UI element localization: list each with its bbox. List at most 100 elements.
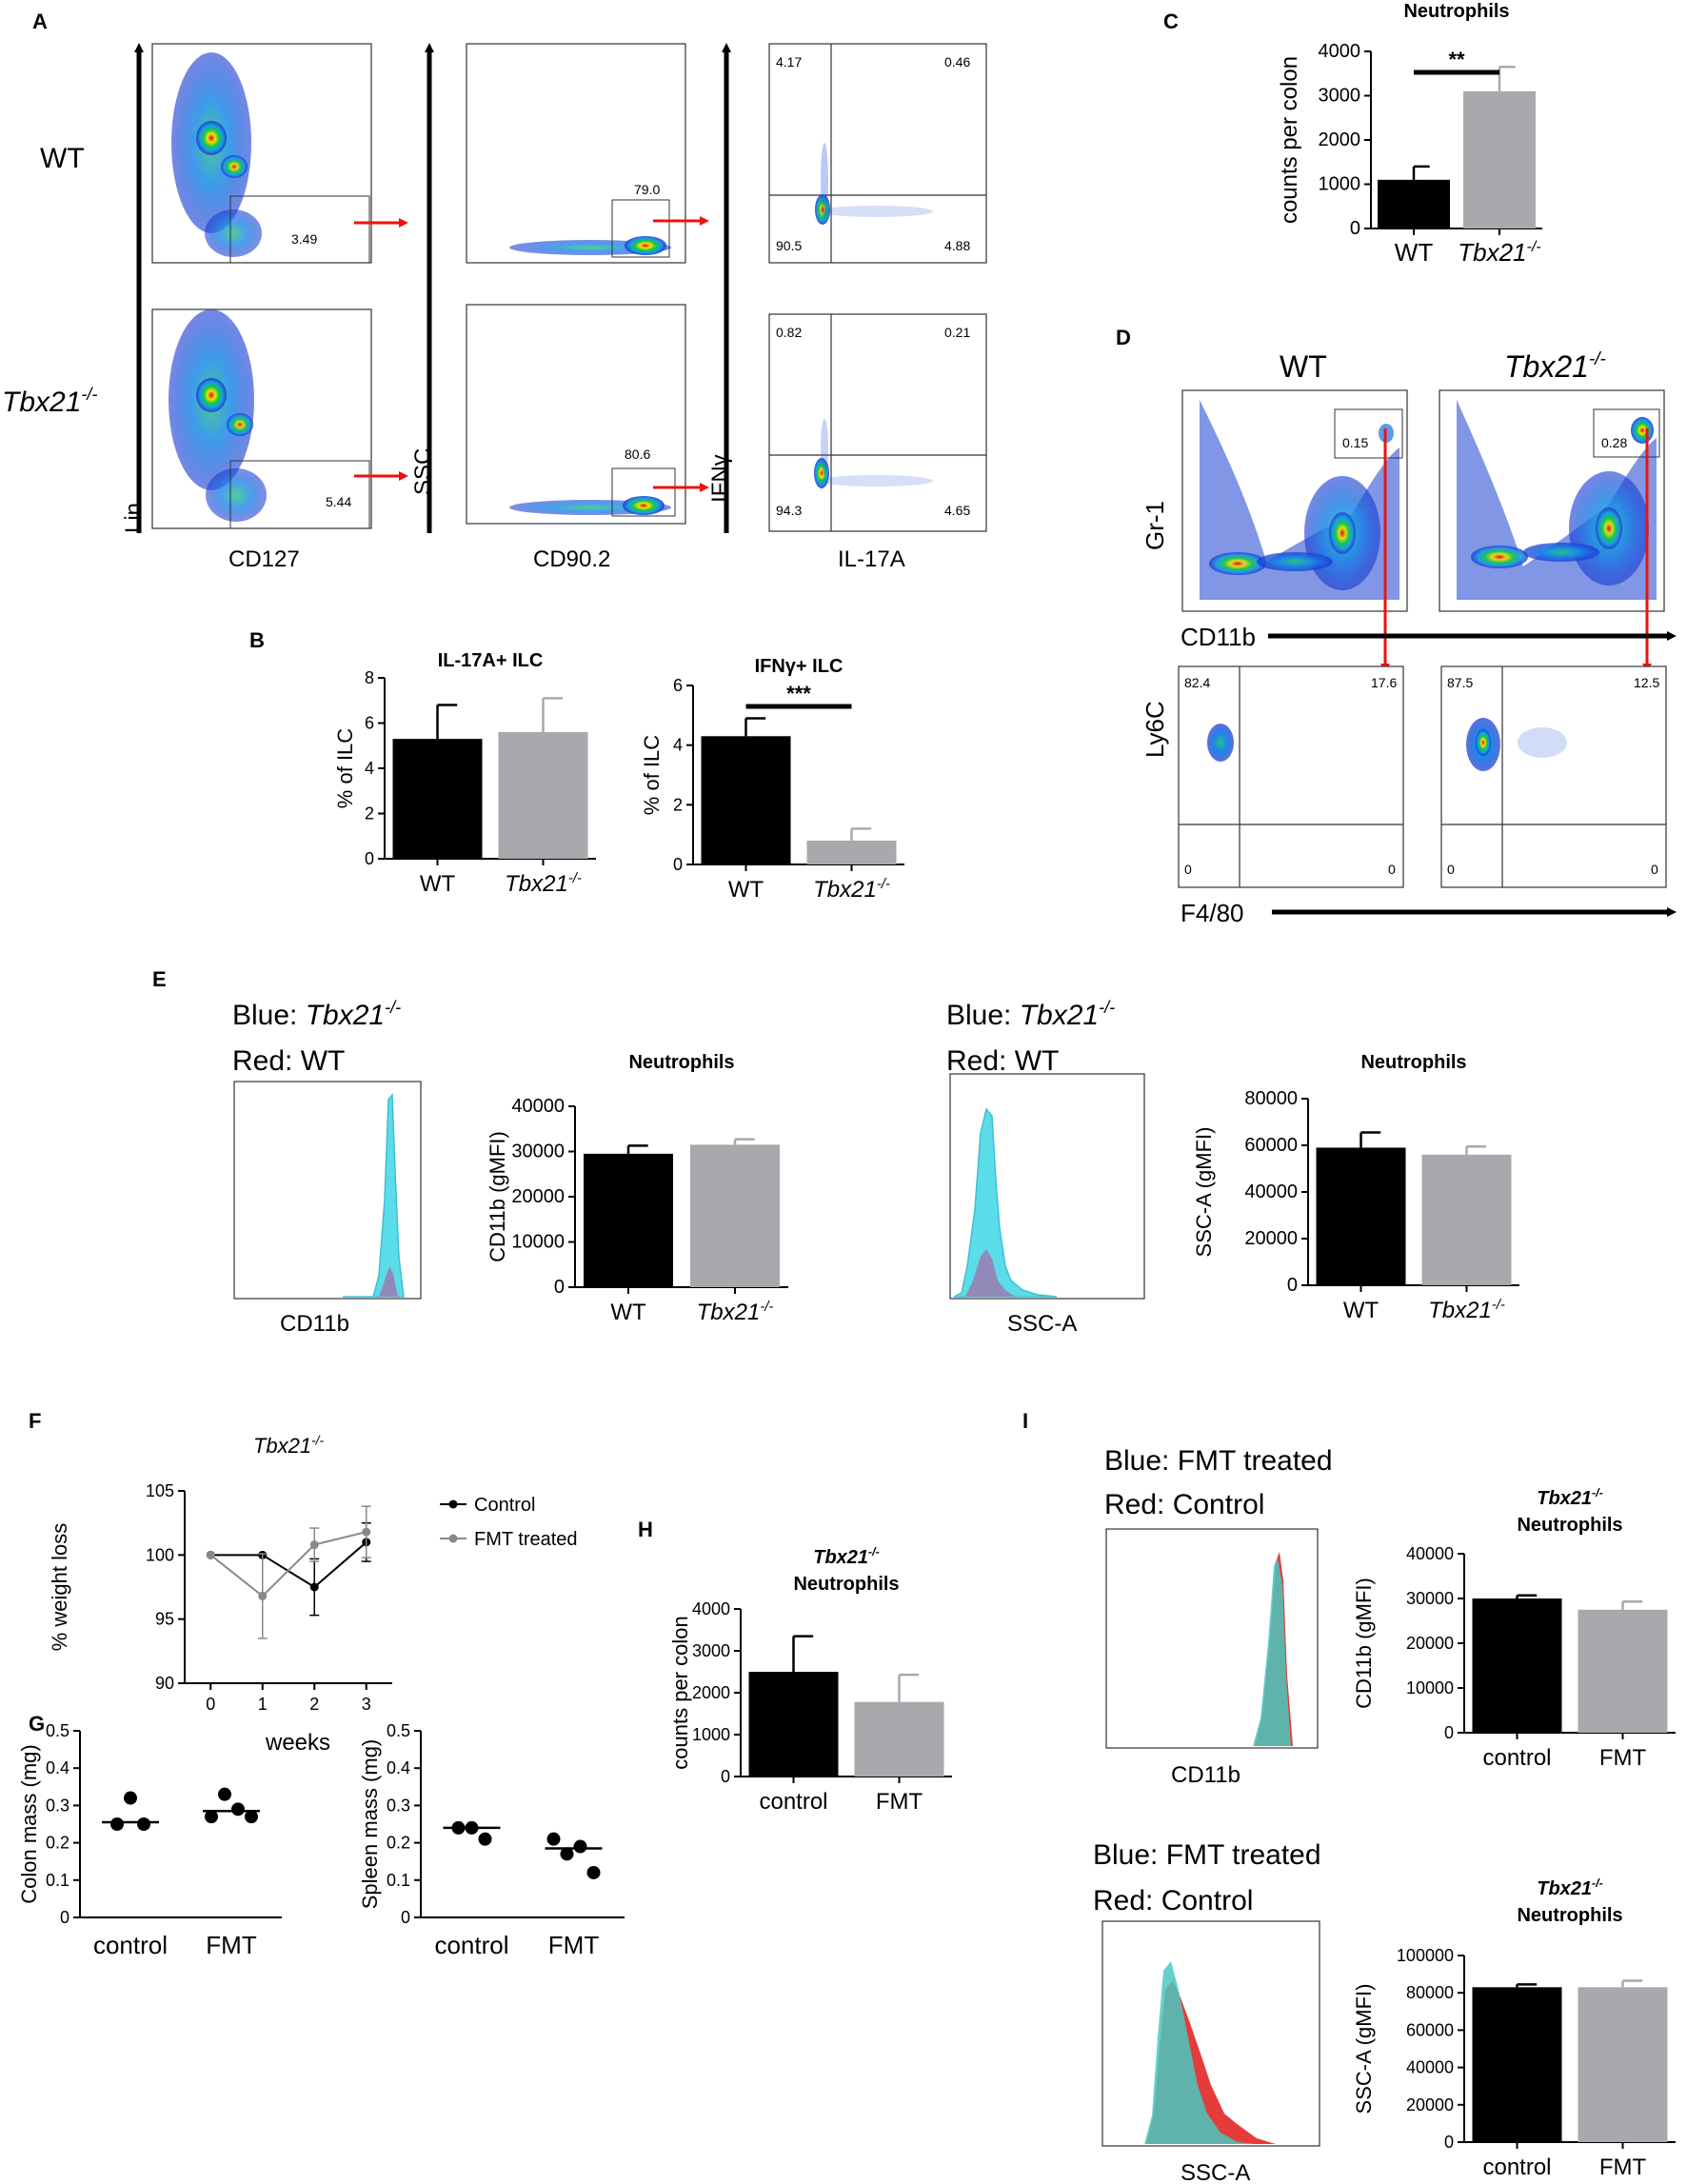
plot-wt-cd90: 79.0 <box>466 43 686 264</box>
data-point <box>124 1791 137 1805</box>
chart-f: Tbx21-/- 90 95 100 105 % weight loss 0 1 2 3 weeks… <box>48 1434 578 1756</box>
y-tick-label: 3000 <box>692 1641 730 1660</box>
y-tick-label: 40000 <box>511 1096 565 1117</box>
cd11b-axis-label-d: CD11b <box>1181 623 1256 651</box>
x-axis-label: weeks <box>265 1730 330 1756</box>
panel-i-histograms: Blue: FMT treated Red: Control CD11b Blu… <box>1093 1445 1333 2184</box>
gate-wt-cd127: 3.49 <box>291 231 317 247</box>
q-ko-lr: 4.65 <box>944 503 970 518</box>
chart-title-gene: Tbx21-/- <box>1537 1486 1603 1509</box>
bar <box>690 1144 780 1287</box>
y-axis-label: Spleen mass (mg) <box>358 1739 382 1910</box>
chart-b1: IL-17A+ ILC 0 2 4 6 8 % of ILC WT Tbx21-/- <box>333 650 596 897</box>
y-axis-label: counts per colon <box>1277 56 1302 224</box>
i-legend-red-1: Red: Control <box>1104 1489 1264 1520</box>
panel-letter-a: A <box>32 10 48 33</box>
plot-wt-gr1: 0.15 <box>1181 389 1408 612</box>
q-d-wt-ul: 82.4 <box>1184 675 1210 690</box>
x-tick-label: WT <box>1395 238 1434 267</box>
il17a-axis-label: IL-17A <box>838 546 905 572</box>
i-hist-xlabel-1: CD11b <box>1171 1762 1240 1788</box>
y-tick-label: 10000 <box>1406 1678 1454 1698</box>
x-tick-label: control <box>434 1931 508 1959</box>
y-tick-label: 20000 <box>1406 1634 1454 1653</box>
y-tick-label: 0.1 <box>46 1871 69 1890</box>
panel-letter-h: H <box>638 1518 653 1541</box>
y-tick-label: 0 <box>721 1767 730 1786</box>
y-tick-label: 95 <box>155 1610 174 1629</box>
y-tick-label: 1000 <box>692 1725 730 1744</box>
q-d-wt-ur: 17.6 <box>1371 675 1397 690</box>
x-tick-label: control <box>93 1931 168 1959</box>
y-tick-label: 80000 <box>1244 1088 1298 1109</box>
chart-title: IL-17A+ ILC <box>438 650 544 671</box>
chart-b2: IFNγ+ ILC 0 2 4 6 % of ILC WT Tbx21-/- *** <box>640 656 904 903</box>
plot-wt-quadrant: 4.17 0.46 90.5 4.88 <box>768 43 987 264</box>
y-tick-label: 0 <box>1350 218 1360 239</box>
y-tick-label: 0.2 <box>387 1834 410 1853</box>
panel-letter-e: E <box>152 967 167 991</box>
plot-ko-cd127: 5.44 <box>151 308 372 529</box>
y-tick-label: 0 <box>365 849 374 868</box>
y-axis-label: counts per colon <box>668 1616 692 1769</box>
chart-title: Neutrophils <box>1403 1 1509 22</box>
x-tick-label: WT <box>728 877 764 903</box>
ssc-axis-label: SSC <box>410 448 436 495</box>
y-axis-label: CD11b (gMFI) <box>486 1131 509 1262</box>
chart-title: Neutrophils <box>628 1052 734 1073</box>
y-tick-label: 100 <box>146 1545 174 1564</box>
data-point <box>586 1865 601 1879</box>
gate-ko-cd90: 80.6 <box>625 447 650 462</box>
y-tick-label: 0 <box>554 1277 565 1298</box>
chart-i1: Tbx21-/- Neutrophils 0 10000 20000 30000 40000… <box>1352 1486 1676 1771</box>
y-tick-label: 0 <box>1444 1723 1454 1742</box>
q-ko-ur: 0.21 <box>944 325 970 340</box>
legend-marker <box>448 1534 458 1543</box>
y-tick-label: 0.4 <box>46 1758 69 1777</box>
data-point <box>206 1550 215 1559</box>
chart-title: Tbx21-/- <box>253 1434 324 1458</box>
y-tick-label: 2000 <box>692 1683 730 1702</box>
y-tick-label: 4000 <box>692 1599 730 1618</box>
y-tick-label: 30000 <box>1406 1589 1454 1608</box>
x-tick-label: Tbx21-/- <box>1428 1298 1505 1323</box>
row-label-ko: Tbx21-/- <box>2 385 97 418</box>
panel-letter-g: G <box>29 1712 45 1736</box>
y-tick-label: 2000 <box>1319 129 1361 150</box>
y-axis-label: % of ILC <box>640 735 664 815</box>
chart-g1: 0 0.1 0.2 0.3 0.4 0.5 Colon mass (mg) control FM… <box>17 1721 282 1959</box>
q-ko-ul: 0.82 <box>776 325 802 340</box>
data-point <box>546 1832 561 1846</box>
y-tick-label: 60000 <box>1244 1135 1298 1156</box>
x-tick-label: 3 <box>362 1695 371 1714</box>
y-tick-label: 20000 <box>511 1186 565 1207</box>
e-legend-blue-1: Blue: Tbx21-/- <box>232 998 401 1031</box>
q-d-ko-ur: 12.5 <box>1634 675 1659 690</box>
panel-letter-i: I <box>1022 1409 1028 1433</box>
y-tick-label: 30000 <box>511 1142 565 1162</box>
y-axis-label: CD11b (gMFI) <box>1352 1578 1376 1709</box>
gate-d-wt: 0.15 <box>1342 435 1368 450</box>
x-tick-label: Tbx21-/- <box>505 871 582 897</box>
data-point <box>573 1839 587 1854</box>
q-wt-ll: 90.5 <box>776 238 802 253</box>
bar <box>1316 1147 1406 1285</box>
q-d-wt-lr: 0 <box>1388 862 1396 877</box>
x-tick-label: FMT <box>876 1789 923 1815</box>
e-legend-red-2: Red: WT <box>946 1045 1059 1077</box>
chart-title: Neutrophils <box>1517 1515 1622 1536</box>
chart-title: IFNγ+ ILC <box>755 656 844 677</box>
chart-i2: Tbx21-/- Neutrophils 0 20000 40000 60000 80000… <box>1352 1876 1676 2180</box>
plot-wt-cd127: 3.49 <box>151 43 372 264</box>
panel-letter-f: F <box>29 1409 41 1433</box>
legend-label: FMT treated <box>474 1529 578 1550</box>
chart-c: Neutrophils 0 1000 2000 3000 4000 counts per c… <box>1277 1 1542 267</box>
data-point <box>137 1817 150 1831</box>
y-tick-label: 0 <box>401 1908 410 1927</box>
y-tick-label: 4000 <box>1319 41 1361 62</box>
x-tick-label: WT <box>420 871 456 897</box>
x-tick-label: WT <box>1343 1298 1379 1323</box>
x-tick-label: control <box>759 1789 827 1815</box>
q-wt-ur: 0.46 <box>944 54 970 69</box>
